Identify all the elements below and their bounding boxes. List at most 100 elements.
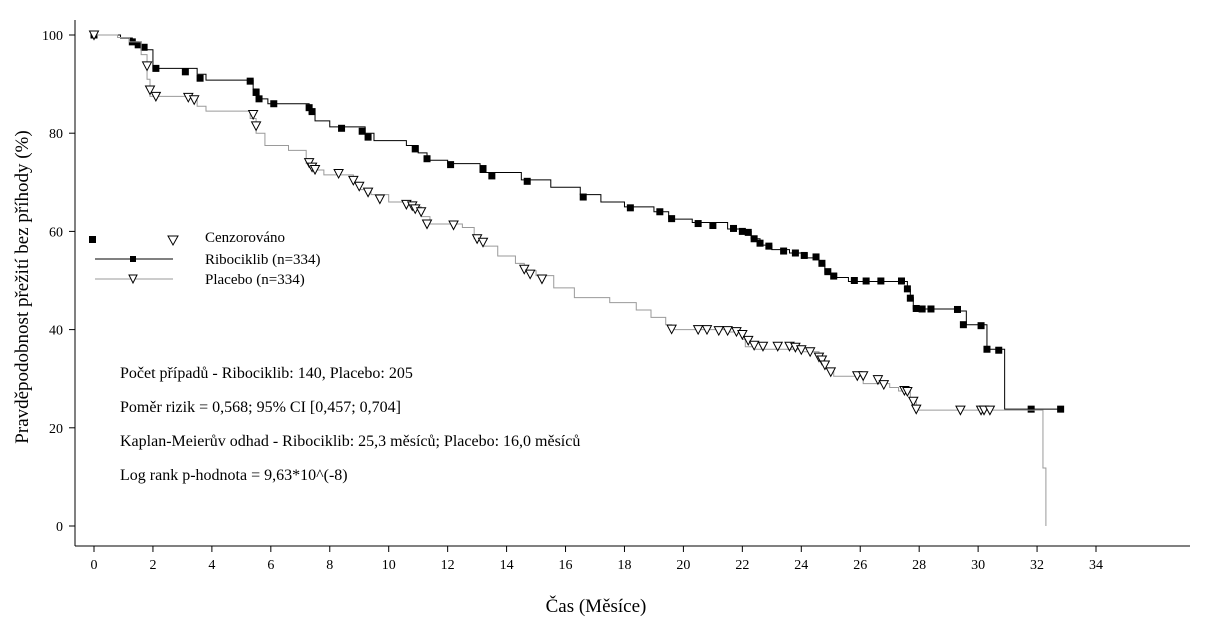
- ribociklib-censor-marker: [738, 227, 746, 235]
- ribociklib-censor-marker: [897, 277, 905, 285]
- ribociklib-censor-marker: [364, 133, 372, 141]
- ribociklib-censor-marker: [765, 242, 773, 250]
- x-tick-label: 22: [735, 558, 749, 573]
- legend-placebo-label: Placebo (n=334): [205, 272, 305, 288]
- ribociklib-censor-marker: [523, 177, 531, 185]
- ribociklib-censor-marker: [756, 239, 764, 247]
- legend-ribociklib-marker: [130, 256, 136, 262]
- placebo-censor-marker: [872, 375, 884, 386]
- ribociklib-censor-marker: [709, 222, 717, 230]
- ribociklib-censor-marker: [862, 277, 870, 285]
- ribociklib-censor-marker: [358, 127, 366, 135]
- ribociklib-censor-marker: [903, 285, 911, 293]
- placebo-censor-marker: [415, 207, 427, 218]
- ribociklib-censor-marker: [918, 305, 926, 313]
- placebo-censor-marker: [518, 264, 530, 275]
- ribociklib-censor-marker: [850, 277, 858, 284]
- ribociklib-censor-marker: [830, 272, 838, 280]
- ribociklib-censor-marker: [750, 235, 758, 243]
- ribociklib-censor-marker: [780, 247, 788, 255]
- annotation-event-count: Počet případů - Ribociklib: 140, Placebo…: [120, 365, 413, 382]
- x-tick-label: 30: [971, 558, 985, 573]
- placebo-censor-marker: [374, 194, 386, 205]
- ribociklib-censor-marker: [152, 64, 160, 72]
- ribociklib-censor-marker: [488, 172, 496, 180]
- placebo-censor-marker: [477, 237, 489, 248]
- y-tick-label: 20: [49, 422, 63, 437]
- annotation-hazard-ratio: Poměr rizik = 0,568; 95% CI [0,457; 0,70…: [120, 399, 401, 416]
- placebo-censor-marker: [188, 95, 200, 106]
- placebo-censor-marker: [910, 404, 922, 415]
- placebo-censor-marker: [348, 175, 359, 186]
- y-tick-label: 80: [49, 127, 63, 142]
- ribociklib-censor-marker: [818, 259, 826, 267]
- placebo-censor-marker: [907, 396, 919, 407]
- ribociklib-censor-marker: [140, 43, 148, 51]
- ribociklib-censor-marker: [694, 220, 702, 228]
- legend-censored-triangle-marker: [167, 235, 179, 247]
- placebo-censor-marker: [309, 165, 321, 176]
- ribociklib-censor-marker: [246, 77, 254, 85]
- ribociklib-censor-marker: [877, 277, 885, 285]
- axes: [74, 20, 1190, 547]
- ribociklib-censor-marker: [579, 193, 587, 201]
- placebo-censor-marker: [819, 360, 831, 371]
- placebo-censor-marker: [701, 325, 713, 336]
- ribociklib-censor-marker: [134, 41, 142, 49]
- placebo-censor-marker: [955, 405, 966, 416]
- x-tick-label: 12: [441, 558, 455, 573]
- x-tick-label: 28: [912, 558, 926, 573]
- x-tick-label: 18: [617, 558, 631, 573]
- ribociklib-censor-marker: [656, 208, 664, 216]
- ribociklib-censor-marker: [270, 100, 278, 108]
- placebo-censor-marker: [857, 371, 869, 382]
- ribociklib-censor-marker: [1057, 405, 1065, 413]
- x-tick-label: 26: [853, 558, 867, 573]
- ribociklib-censor-marker: [912, 304, 920, 312]
- ribociklib-censor-marker: [953, 305, 961, 313]
- ribociklib-censor-marker: [977, 322, 985, 330]
- placebo-censor-marker: [141, 61, 153, 72]
- x-tick-label: 6: [267, 558, 274, 573]
- ribociklib-censor-marker: [338, 124, 346, 132]
- placebo-censor-marker: [448, 220, 459, 231]
- y-tick-label: 60: [49, 225, 63, 240]
- ribociklib-censor-marker: [824, 268, 832, 276]
- ribociklib-censor-marker: [447, 161, 455, 169]
- placebo-censor-marker: [421, 219, 433, 230]
- ribociklib-censor-marker: [668, 215, 676, 223]
- plot-area: [88, 30, 1065, 526]
- x-tick-label: 32: [1030, 558, 1044, 573]
- placebo-censor-marker: [353, 181, 365, 192]
- ribociklib-censor-marker: [255, 95, 263, 103]
- annotation-logrank: Log rank p-hodnota = 9,63*10^(-8): [120, 467, 348, 484]
- x-tick-label: 16: [559, 558, 573, 573]
- x-tick-label: 14: [500, 558, 514, 573]
- y-axis-title: Pravděpodobnost přežití bez příhody (%): [12, 130, 33, 443]
- placebo-censor-marker: [902, 386, 913, 398]
- legend-censored-label: Cenzorováno: [205, 230, 285, 246]
- ribociklib-censor-marker: [791, 249, 799, 257]
- placebo-censor-marker: [825, 367, 837, 378]
- ribociklib-censor-marker: [995, 346, 1003, 354]
- x-tick-label: 34: [1089, 558, 1103, 573]
- annotations: Počet případů - Ribociklib: 140, Placebo…: [120, 365, 580, 484]
- annotation-km-median: Kaplan-Meierův odhad - Ribociklib: 25,3 …: [120, 433, 580, 450]
- legend: Cenzorováno Ribociklib (n=334) Placebo (…: [89, 230, 321, 288]
- ribociklib-censor-marker: [181, 68, 189, 76]
- ribociklib-censor-marker: [305, 104, 313, 112]
- x-ticks: 0 2 4 6 8 10 12 14 16 18 20 22 24 26 28 30 32 34: [91, 546, 1103, 573]
- x-tick-label: 8: [326, 558, 333, 573]
- legend-placebo-marker: [128, 274, 138, 285]
- ribociklib-censor-marker: [800, 251, 808, 259]
- y-tick-label: 40: [49, 324, 63, 339]
- placebo-censor-marker: [984, 405, 996, 416]
- placebo-censor-marker: [804, 347, 816, 358]
- placebo-censor-marker: [362, 187, 374, 198]
- ribociklib-censor-marker: [812, 253, 820, 261]
- placebo-censor-marker: [742, 335, 754, 346]
- placebo-censor-marker: [878, 380, 890, 391]
- x-tick-label: 24: [794, 558, 808, 573]
- x-tick-label: 10: [382, 558, 396, 573]
- x-tick-label: 0: [91, 558, 98, 573]
